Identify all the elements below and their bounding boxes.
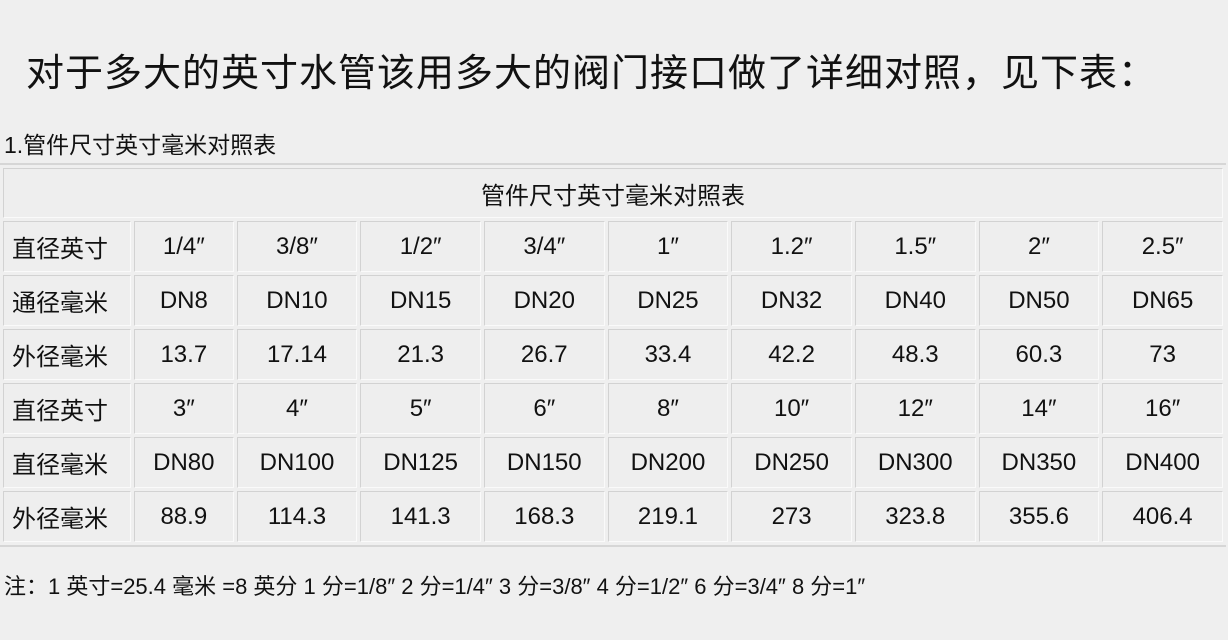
footnote: 注：1 英寸=25.4 毫米 =8 英分 1 分=1/8″ 2 分=1/4″ 3… xyxy=(4,574,866,599)
table-cell: DN25 xyxy=(607,275,729,326)
table-cell: 1/4″ xyxy=(134,221,234,272)
table-cell: 12″ xyxy=(854,383,976,434)
table-cell: 406.4 xyxy=(1102,491,1223,542)
table-cell: 168.3 xyxy=(483,491,605,542)
table-cell: 323.8 xyxy=(854,491,976,542)
table-cell: DN15 xyxy=(360,275,481,326)
table-row: 直径英寸 3″ 4″ 5″ 6″ 8″ 10″ 12″ 14″ 16″ xyxy=(3,383,1223,434)
table-cell: 3″ xyxy=(134,383,234,434)
row-label: 外径毫米 xyxy=(3,329,131,380)
table-cell: 60.3 xyxy=(978,329,1100,380)
table-cell: 1″ xyxy=(607,221,729,272)
table-cell: 10″ xyxy=(731,383,852,434)
table-cell: 2″ xyxy=(978,221,1100,272)
table-row: 直径英寸 1/4″ 3/8″ 1/2″ 3/4″ 1″ 1.2″ 1.5″ 2″ 2.5″ xyxy=(3,221,1223,272)
table-cell: 1.5″ xyxy=(854,221,976,272)
table-cell: 6″ xyxy=(483,383,605,434)
row-label: 直径毫米 xyxy=(3,437,131,488)
table-cell: DN250 xyxy=(731,437,852,488)
table-cell: 219.1 xyxy=(607,491,729,542)
table-cell: 141.3 xyxy=(360,491,481,542)
table-cell: 355.6 xyxy=(978,491,1100,542)
row-label: 直径英寸 xyxy=(3,383,131,434)
table-cell: 42.2 xyxy=(731,329,852,380)
table-cell: DN65 xyxy=(1102,275,1223,326)
row-label: 直径英寸 xyxy=(3,221,131,272)
row-label: 通径毫米 xyxy=(3,275,131,326)
table-cell: DN400 xyxy=(1102,437,1223,488)
table-cell: 4″ xyxy=(236,383,358,434)
table-caption: 管件尺寸英寸毫米对照表 xyxy=(3,168,1223,218)
table-cell: 2.5″ xyxy=(1102,221,1223,272)
table-cell: DN100 xyxy=(236,437,358,488)
table-cell: DN300 xyxy=(854,437,976,488)
table-cell: 88.9 xyxy=(134,491,234,542)
table-cell: DN32 xyxy=(731,275,852,326)
table-cell: 13.7 xyxy=(134,329,234,380)
table-cell: DN10 xyxy=(236,275,358,326)
table-cell: 5″ xyxy=(360,383,481,434)
table-cell: 48.3 xyxy=(854,329,976,380)
table-cell: 16″ xyxy=(1102,383,1223,434)
table-cell: 1/2″ xyxy=(360,221,481,272)
table-cell: 14″ xyxy=(978,383,1100,434)
section-title: 1.管件尺寸英寸毫米对照表 xyxy=(4,132,277,158)
table-cell: 3/8″ xyxy=(236,221,358,272)
table-cell: 73 xyxy=(1102,329,1223,380)
table-row: 外径毫米 88.9 114.3 141.3 168.3 219.1 273 323.8 355.… xyxy=(3,491,1223,542)
table-cell: 33.4 xyxy=(607,329,729,380)
table-cell: 26.7 xyxy=(483,329,605,380)
table-cell: DN200 xyxy=(607,437,729,488)
table-row: 外径毫米 13.7 17.14 21.3 26.7 33.4 42.2 48.3 60.3 73 xyxy=(3,329,1223,380)
table-cell: 17.14 xyxy=(236,329,358,380)
table-cell: 1.2″ xyxy=(731,221,852,272)
table-cell: 8″ xyxy=(607,383,729,434)
table-cell: DN8 xyxy=(134,275,234,326)
pipe-size-table: 管件尺寸英寸毫米对照表 直径英寸 1/4″ 3/8″ 1/2″ 3/4″ 1″ 1.2″ 1.… xyxy=(0,163,1226,547)
table-cell: 3/4″ xyxy=(483,221,605,272)
table-row: 直径毫米 DN80 DN100 DN125 DN150 DN200 DN250 DN300 DN… xyxy=(3,437,1223,488)
table-row: 通径毫米 DN8 DN10 DN15 DN20 DN25 DN32 DN40 DN50 DN65 xyxy=(3,275,1223,326)
headline: 对于多大的英寸水管该用多大的阀门接口做了详细对照，见下表： xyxy=(26,53,1158,95)
table-cell: DN20 xyxy=(483,275,605,326)
table-cell: DN350 xyxy=(978,437,1100,488)
row-label: 外径毫米 xyxy=(3,491,131,542)
table-cell: DN150 xyxy=(483,437,605,488)
table-cell: 114.3 xyxy=(236,491,358,542)
table-cell: 273 xyxy=(731,491,852,542)
table-cell: DN50 xyxy=(978,275,1100,326)
table-cell: DN40 xyxy=(854,275,976,326)
table-cell: 21.3 xyxy=(360,329,481,380)
table-cell: DN80 xyxy=(134,437,234,488)
table-cell: DN125 xyxy=(360,437,481,488)
